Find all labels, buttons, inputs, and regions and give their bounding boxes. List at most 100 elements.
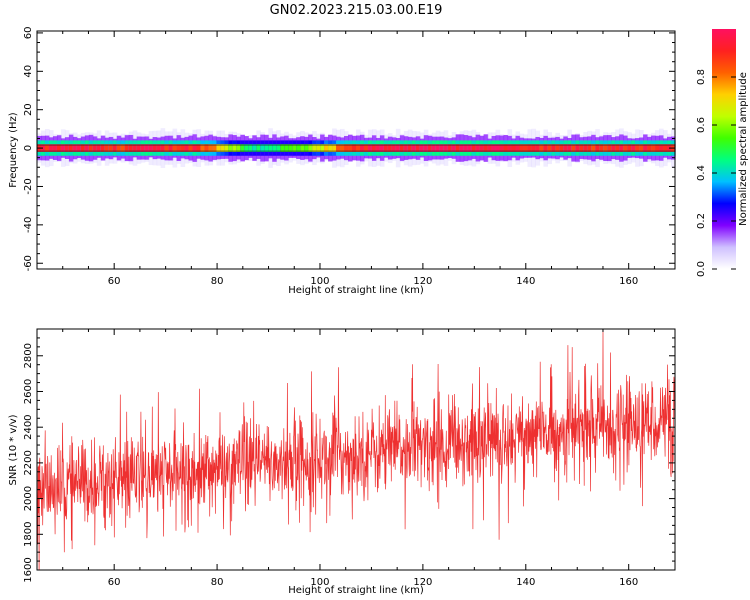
colorbar-tick-label: 0.4: [696, 165, 707, 181]
x-tick-label: 140: [516, 276, 535, 287]
spectrogram-cell: [200, 144, 206, 152]
spectrogram-cell: [172, 144, 178, 152]
spectrogram-cell: [443, 144, 449, 152]
spectrogram-cell: [344, 144, 349, 152]
spectrogram-x-ticks: 60 80 100 120 140 160: [36, 31, 655, 287]
spectrogram-cell: [599, 144, 604, 152]
spectrogram-cell: [555, 144, 560, 152]
x-tick-label: 80: [211, 577, 224, 588]
spectrogram-cell: [407, 144, 413, 152]
spectrogram-cell: [240, 144, 245, 152]
spectrogram-cell: [256, 144, 261, 152]
spectrogram-cell: [96, 144, 102, 152]
x-tick-label: 160: [619, 276, 638, 287]
spectrogram-cell: [308, 144, 313, 152]
spectrogram-cell: [324, 144, 329, 152]
spectrogram-cell: [563, 144, 568, 152]
spectrogram-cell: [479, 144, 485, 152]
spectrogram-cell: [431, 144, 437, 152]
spectrogram-cell: [363, 144, 369, 152]
snr-frame: [36, 328, 676, 571]
spectrogram-cell: [196, 144, 202, 152]
spectrogram-cell: [272, 144, 277, 152]
spectrogram-cell: [523, 144, 529, 152]
spectrogram-cell: [359, 144, 365, 152]
spectrogram-cell: [88, 144, 94, 152]
spectrogram-cell: [507, 144, 513, 152]
spectrogram-cell: [659, 144, 664, 152]
spectrogram-cell: [567, 144, 572, 152]
spectrogram-cell: [100, 144, 106, 152]
spectrogram-cell: [116, 144, 122, 152]
spectrogram-cell: [579, 144, 584, 152]
spectrogram-cell: [435, 144, 441, 152]
x-tick-label: 160: [619, 577, 638, 588]
spectrogram-band: [37, 128, 676, 169]
spectrogram-cell: [391, 144, 397, 152]
spectrogram-cell: [168, 144, 174, 152]
spectrogram-cell: [316, 144, 321, 152]
spectrogram-cell: [268, 144, 273, 152]
spectrogram-cell: [56, 144, 62, 152]
spectrogram-x-label: Height of straight line (km): [288, 285, 424, 296]
spectrogram-cell: [352, 144, 357, 152]
spectrogram-cell: [160, 144, 166, 152]
spectrogram-cell: [635, 144, 640, 152]
spectrogram-cell: [631, 144, 636, 152]
colorbar-tick-label: 0.6: [696, 117, 707, 133]
spectrogram-cell: [284, 144, 289, 152]
spectrogram-frame: [36, 30, 676, 270]
spectrogram-cell: [164, 144, 170, 152]
spectrogram-cell: [248, 144, 253, 152]
spectrogram-cell: [144, 144, 150, 152]
spectrogram-cell: [132, 144, 138, 152]
spectrogram-cell: [531, 144, 537, 152]
spectrogram-cell: [260, 144, 265, 152]
spectrogram-cell: [539, 144, 545, 152]
spectrogram-cell: [395, 144, 401, 152]
spectrogram-cell: [296, 144, 301, 152]
spectrogram-cell: [547, 144, 552, 152]
spectrogram-cell: [300, 144, 305, 152]
spectrogram-cell: [192, 144, 198, 152]
spectrogram-cell: [427, 144, 433, 152]
spectrogram-cell: [124, 144, 130, 152]
spectrogram-cell: [312, 144, 317, 152]
spectrogram-cell: [643, 144, 648, 152]
spectrogram-cell: [84, 144, 90, 152]
spectrogram-cell: [503, 144, 509, 152]
spectrogram-cell: [371, 144, 377, 152]
spectrogram-cell: [356, 144, 361, 152]
spectrogram-cell: [244, 144, 249, 152]
snr-series-line: [37, 329, 675, 570]
snr-x-label: Height of straight line (km): [288, 585, 424, 596]
colorbar-tick-label: 0.2: [696, 213, 707, 229]
snr-x-ticks: 60 80 100 120 140 160: [36, 329, 655, 588]
spectrogram-cell: [595, 144, 600, 152]
spectrogram-cell: [623, 144, 628, 152]
spectrogram-cell: [120, 144, 126, 152]
spectrogram-cell: [607, 144, 612, 152]
spectrogram-cell: [387, 144, 393, 152]
x-tick-label: 100: [310, 577, 329, 588]
spectrogram-cell: [64, 144, 70, 152]
spectrogram-cell: [280, 144, 285, 152]
spectrogram-cell: [68, 144, 74, 152]
spectrogram-cell: [112, 144, 118, 152]
y-tick-label: 2400: [23, 414, 34, 439]
spectrogram-cell: [655, 144, 660, 152]
spectrogram-cell: [44, 144, 50, 152]
snr-y-label: SNR (10 * v/v): [8, 414, 19, 485]
spectrogram-cell: [475, 144, 481, 152]
y-tick-label: 2800: [23, 343, 34, 368]
spectrogram-cell: [76, 144, 82, 152]
spectrogram-cell: [455, 144, 461, 152]
colorbar-gradient: [712, 29, 736, 269]
spectrogram-cell: [228, 144, 233, 152]
spectrogram-cell: [575, 144, 580, 152]
spectrogram-cell: [304, 144, 309, 152]
spectrogram-cell: [180, 144, 186, 152]
y-tick-label: 0: [23, 145, 34, 151]
y-tick-label: 40: [23, 65, 34, 78]
